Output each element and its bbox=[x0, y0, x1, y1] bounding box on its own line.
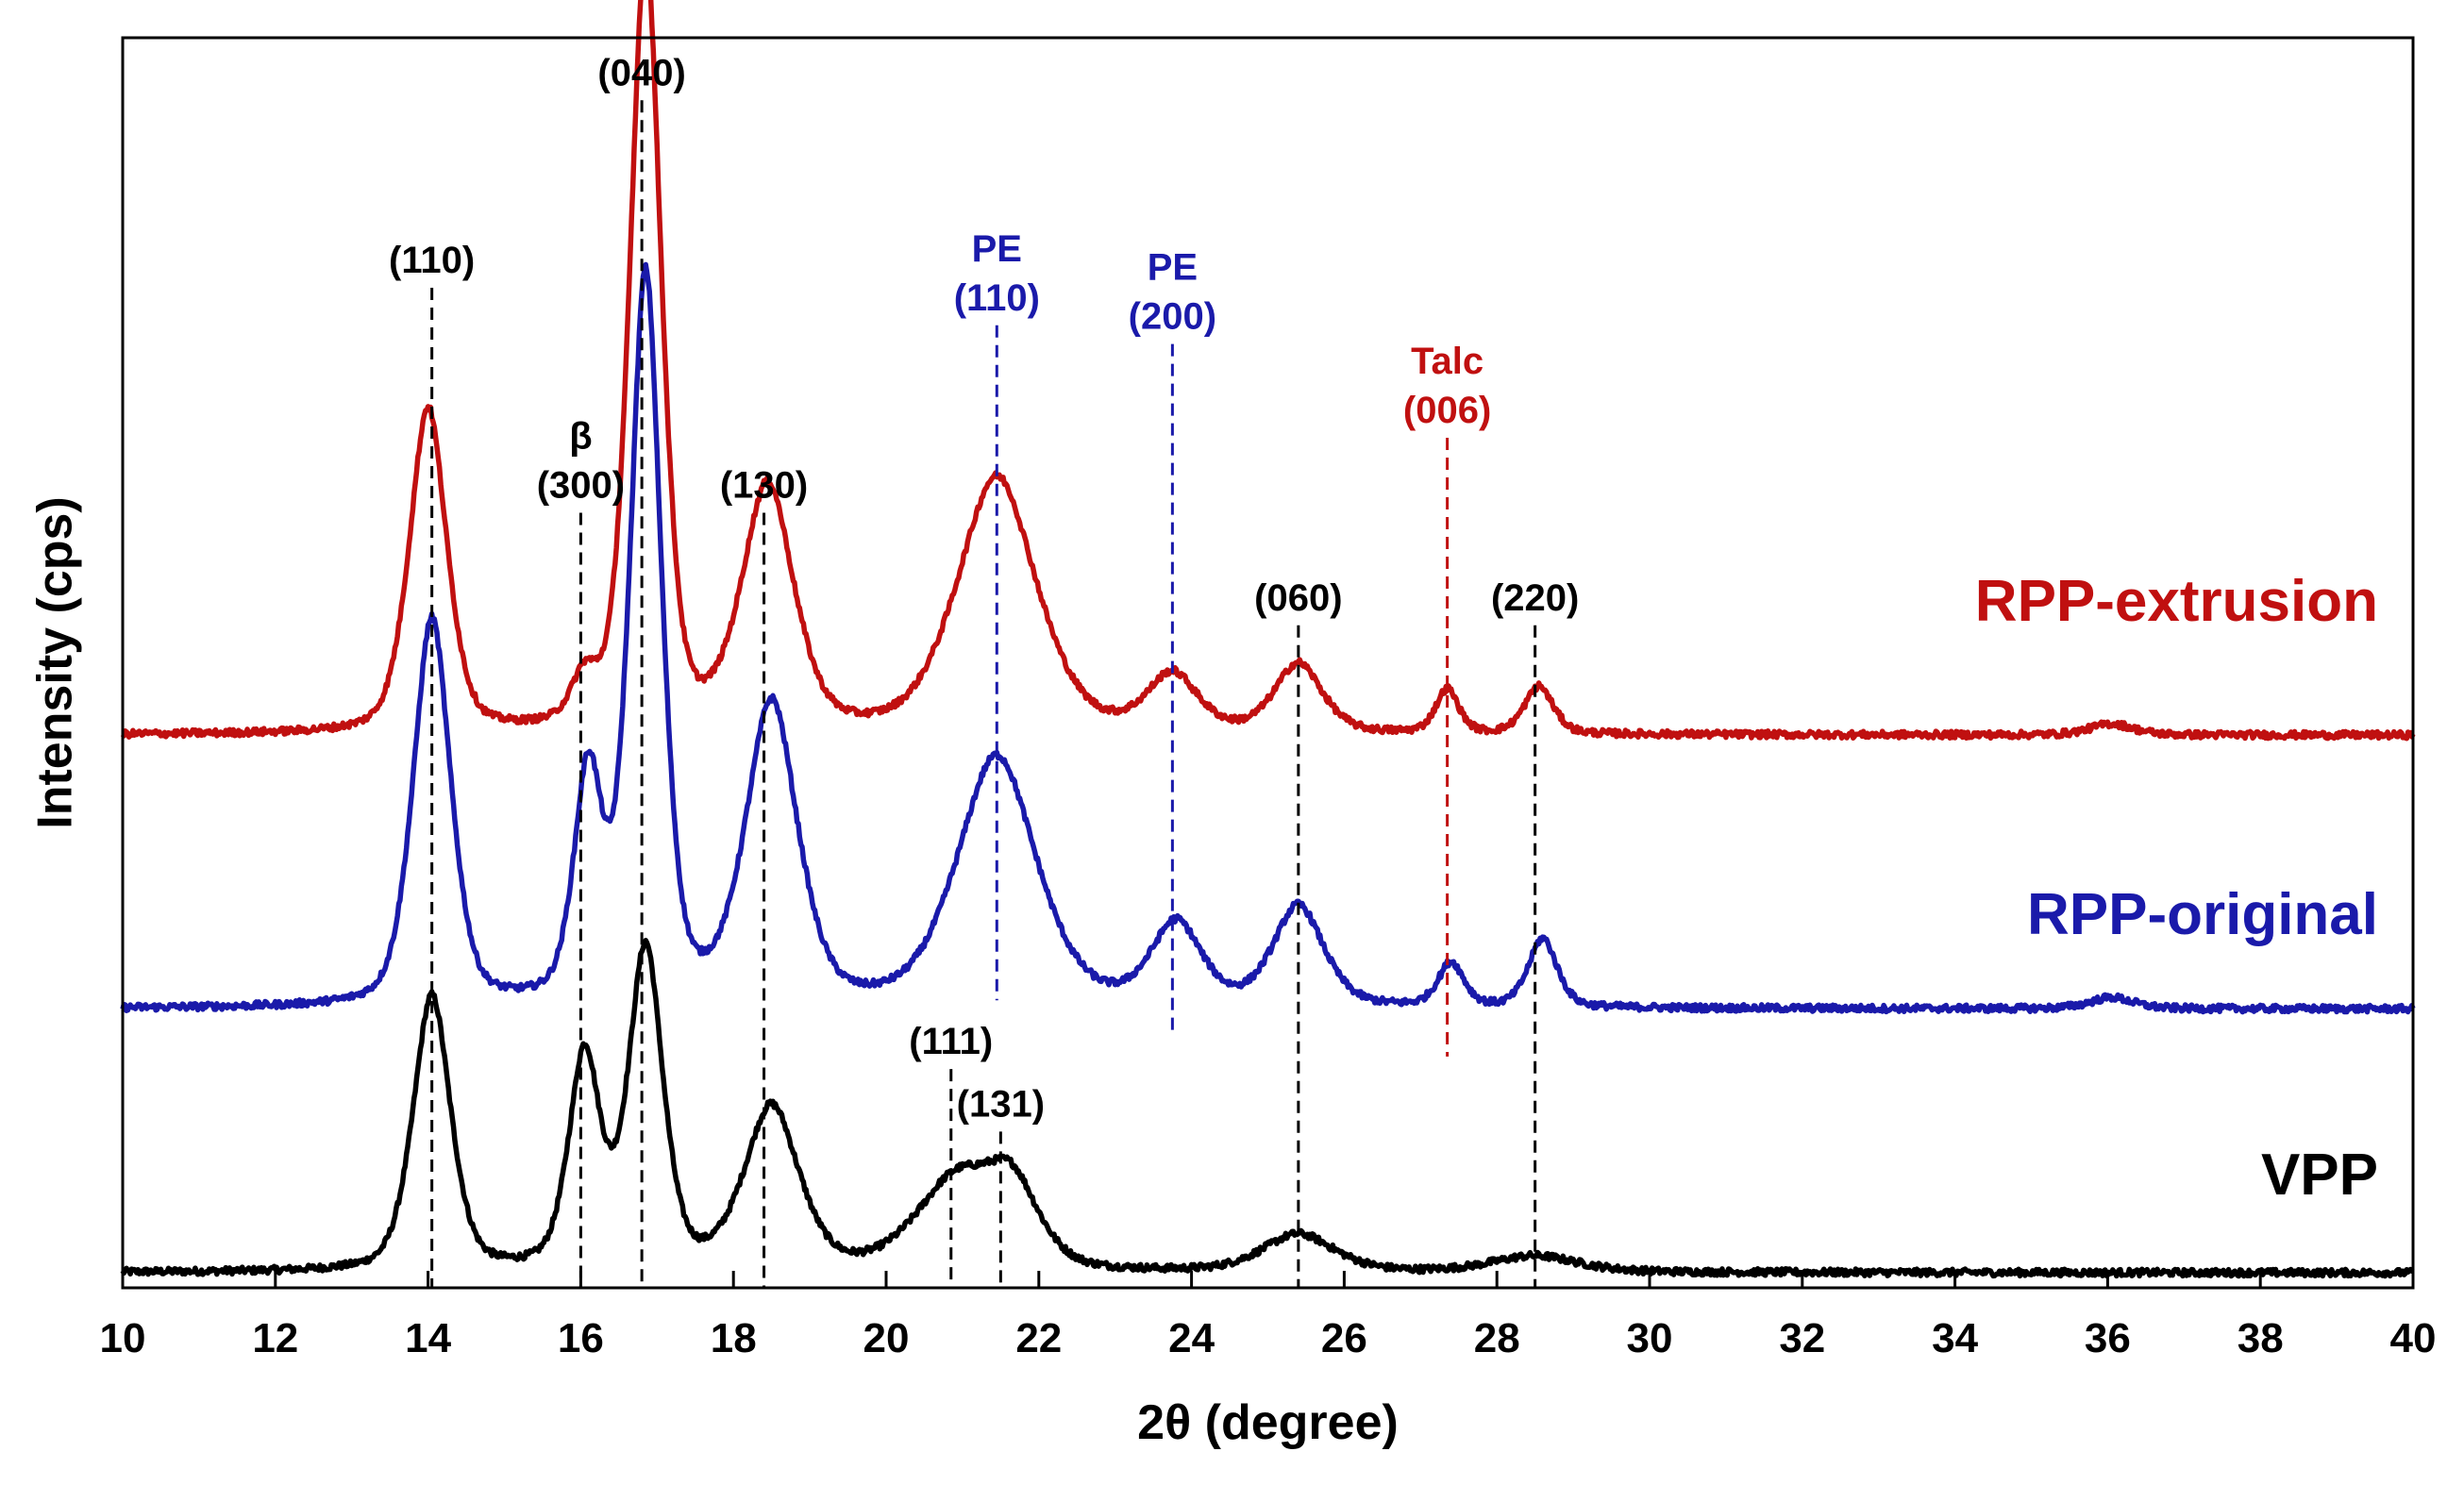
x-tick-label: 20 bbox=[863, 1315, 910, 1361]
series-label: VPP bbox=[2261, 1143, 2378, 1208]
series-line bbox=[120, 938, 2415, 1279]
peak-label: (300) bbox=[537, 465, 625, 507]
plot-frame bbox=[121, 36, 2415, 1290]
curve-layer bbox=[120, 0, 2416, 1279]
x-axis-ticks: 10 12 14 16 18 20 22 24 26 28 30 32 34 36 38 40 bbox=[100, 1271, 2437, 1361]
x-tick-label: 28 bbox=[1474, 1315, 1520, 1361]
x-tick-label: 26 bbox=[1321, 1315, 1367, 1361]
x-tick-label: 38 bbox=[2238, 1315, 2284, 1361]
x-tick-label: 18 bbox=[711, 1315, 757, 1361]
peak-label: Talc bbox=[1411, 341, 1483, 382]
peak-label: (060) bbox=[1254, 577, 1342, 619]
x-tick-label: 40 bbox=[2390, 1315, 2437, 1361]
x-tick-label: 32 bbox=[1779, 1315, 1825, 1361]
peak-label: (130) bbox=[720, 465, 808, 507]
series-label: RPP-extrusion bbox=[1975, 569, 2378, 634]
peak-label: (110) bbox=[389, 240, 475, 281]
series-label: RPP-original bbox=[2027, 882, 2378, 947]
peak-label: (006) bbox=[1403, 390, 1491, 431]
annotation-line-layer bbox=[430, 100, 1537, 1288]
peak-label: β bbox=[569, 416, 592, 458]
annotation-label-layer: (110) β (300) (040) (130) PE (110) PE (200) Talc (… bbox=[389, 52, 1579, 1125]
x-tick-label: 16 bbox=[558, 1315, 604, 1361]
peak-label: PE bbox=[972, 228, 1022, 270]
peak-label: (220) bbox=[1491, 577, 1579, 619]
x-tick-label: 22 bbox=[1015, 1315, 1062, 1361]
x-tick-label: 34 bbox=[1932, 1315, 1978, 1361]
peak-label: PE bbox=[1148, 247, 1198, 289]
y-axis-title: Intensity (cps) bbox=[28, 496, 83, 829]
x-axis-title: 2θ (degree) bbox=[1137, 1395, 1399, 1450]
series-line bbox=[120, 0, 2416, 742]
series-line bbox=[120, 261, 2416, 1015]
peak-label: (200) bbox=[1129, 296, 1216, 338]
x-tick-label: 24 bbox=[1168, 1315, 1215, 1361]
series-label-layer: RPP-extrusion RPP-original VPP bbox=[1975, 569, 2378, 1208]
x-tick-label: 14 bbox=[405, 1315, 451, 1361]
peak-label: (131) bbox=[957, 1083, 1045, 1125]
peak-label: (040) bbox=[597, 52, 685, 93]
x-tick-label: 12 bbox=[252, 1315, 298, 1361]
x-tick-label: 10 bbox=[100, 1315, 146, 1361]
peak-label: (110) bbox=[954, 277, 1040, 319]
peak-label: (111) bbox=[909, 1021, 993, 1062]
x-tick-label: 30 bbox=[1627, 1315, 1673, 1361]
x-tick-label: 36 bbox=[2085, 1315, 2131, 1361]
